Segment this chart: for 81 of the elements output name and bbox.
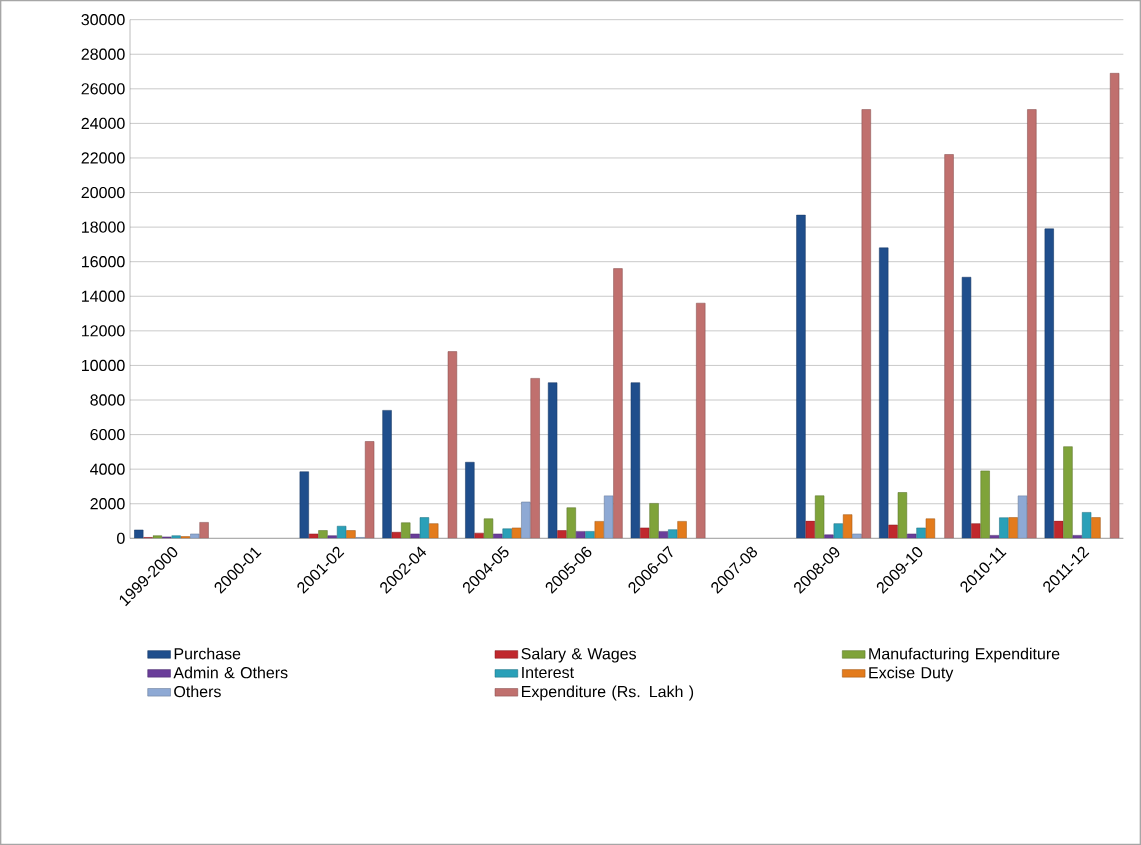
bar — [677, 521, 687, 539]
y-tick-label: 2000 — [90, 498, 125, 510]
bar — [944, 154, 954, 539]
bar — [547, 382, 558, 539]
y-tick-label: 14000 — [82, 290, 125, 302]
bar — [796, 214, 806, 539]
bar — [980, 470, 990, 539]
y-tick-label: 4000 — [90, 463, 125, 475]
y-tick-label: 28000 — [81, 48, 125, 60]
legend-label: Excise Duty — [869, 666, 954, 682]
legend-label: Others — [174, 685, 221, 698]
y-tick-label: 24000 — [81, 117, 125, 130]
bar — [299, 471, 309, 539]
bar — [318, 530, 328, 539]
bar — [649, 503, 659, 539]
bar — [842, 514, 853, 539]
bar — [474, 532, 484, 539]
bar — [1081, 512, 1092, 539]
bar — [483, 518, 494, 539]
bar — [925, 518, 936, 539]
bar — [152, 535, 163, 539]
bar — [630, 382, 641, 539]
bar — [465, 461, 475, 539]
bar — [961, 276, 972, 539]
bar — [391, 532, 402, 539]
y-tick-label: 18000 — [82, 221, 125, 233]
bar — [134, 529, 144, 539]
bar — [640, 527, 650, 539]
bar — [401, 522, 411, 539]
bar — [897, 492, 908, 539]
bar — [429, 523, 439, 539]
bar — [308, 533, 319, 539]
bar — [833, 523, 843, 539]
bar — [419, 517, 430, 539]
bar — [1027, 109, 1037, 539]
y-tick-label: 30000 — [81, 14, 125, 26]
bar — [346, 530, 356, 539]
legend-label: Salary & Wages — [521, 647, 637, 663]
bar — [521, 501, 531, 539]
bar — [879, 247, 889, 539]
y-tick-label: 22000 — [81, 152, 125, 164]
bar — [502, 528, 512, 539]
bar — [1091, 517, 1101, 539]
bar — [530, 378, 540, 539]
bar — [1017, 495, 1028, 539]
bar — [585, 531, 595, 539]
bar — [511, 527, 522, 539]
bar — [971, 523, 981, 539]
y-tick-label: 0 — [117, 532, 125, 544]
legend-label: Purchase — [174, 647, 241, 660]
bar — [190, 533, 200, 539]
bar — [916, 527, 926, 539]
legend-label: Interest — [522, 666, 574, 679]
y-tick-label: 6000 — [90, 428, 125, 441]
bar — [557, 530, 567, 539]
bar — [566, 507, 576, 539]
bar — [852, 533, 862, 539]
bar — [336, 525, 347, 539]
y-tick-label: 10000 — [82, 359, 125, 372]
bar — [668, 529, 678, 539]
y-tick-label: 26000 — [81, 83, 125, 95]
bar — [814, 495, 825, 539]
bar — [613, 268, 623, 539]
bar — [603, 495, 614, 539]
legend-label: Manufacturing Expenditure — [869, 647, 1060, 663]
y-tick-label: 12000 — [82, 325, 125, 337]
bar — [382, 410, 392, 539]
bar — [1053, 520, 1064, 539]
bar — [594, 521, 604, 539]
y-tick-label: 20000 — [81, 186, 125, 199]
bar — [1063, 446, 1073, 539]
bar — [1008, 517, 1018, 539]
y-tick-label: 16000 — [82, 256, 125, 268]
bar — [171, 535, 181, 539]
bar — [999, 517, 1009, 539]
bar — [1044, 228, 1054, 539]
legend-label: Admin & Others — [173, 666, 288, 679]
bar — [888, 524, 898, 539]
bar — [805, 520, 815, 539]
legend-label: Expenditure (Rs. Lakh ) — [522, 685, 694, 701]
y-tick-label: 8000 — [90, 394, 125, 406]
